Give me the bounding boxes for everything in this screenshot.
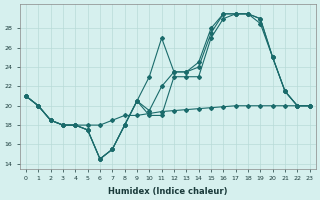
X-axis label: Humidex (Indice chaleur): Humidex (Indice chaleur) (108, 187, 228, 196)
